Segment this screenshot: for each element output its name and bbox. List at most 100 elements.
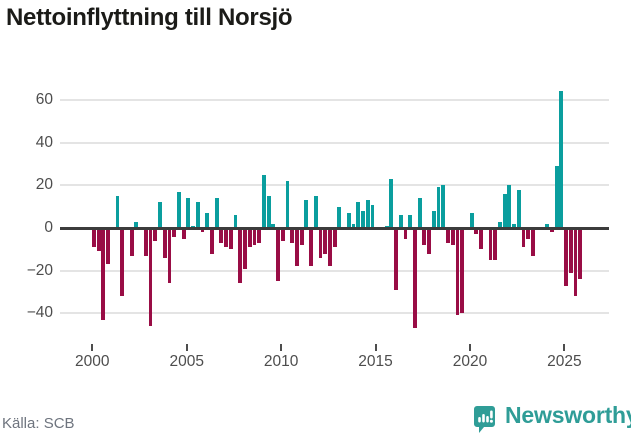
y-tick-label: 0 xyxy=(44,219,53,236)
bar-positive xyxy=(285,181,290,228)
bar-negative xyxy=(120,228,125,297)
bar-negative xyxy=(564,228,568,286)
bar-positive xyxy=(545,223,550,228)
bar-negative xyxy=(238,228,243,284)
bar-positive xyxy=(351,223,356,228)
plot-area: 60 40 20 0 −20 −40 2000 2005 2010 2015 2020 2025 xyxy=(26,90,609,370)
x-axis-tick xyxy=(374,344,377,351)
bar-positive xyxy=(559,91,564,228)
y-tick-label: 20 xyxy=(35,176,53,194)
x-axis-tick xyxy=(185,344,188,351)
bar-negative xyxy=(446,228,450,243)
y-tick-label: −20 xyxy=(26,261,53,279)
bar-negative xyxy=(228,228,233,250)
bar-negative xyxy=(578,228,583,280)
x-axis-tick xyxy=(468,344,471,351)
bar-positive xyxy=(356,202,361,228)
bar-negative xyxy=(427,228,432,254)
bar-negative xyxy=(162,228,167,258)
gridline xyxy=(60,312,609,315)
gridline xyxy=(60,141,609,144)
bar-positive xyxy=(361,210,365,228)
bar-positive xyxy=(271,223,276,228)
gridline xyxy=(60,184,609,187)
bar-positive xyxy=(507,185,512,228)
y-tick-label: 40 xyxy=(35,133,53,151)
bar-negative xyxy=(531,228,535,256)
newsworthy-wordmark: Newsworthy xyxy=(505,402,631,428)
chart-title: Nettoinflyttning till Norsjö xyxy=(6,4,293,31)
bar-positive xyxy=(176,191,181,228)
bar-positive xyxy=(554,166,559,228)
x-axis-tick xyxy=(563,344,566,351)
bar-negative xyxy=(332,228,337,248)
y-tick-label: 60 xyxy=(35,90,53,108)
bar-negative xyxy=(323,228,328,254)
bar-negative xyxy=(219,228,224,243)
gridline xyxy=(60,98,609,101)
bar-positive xyxy=(195,202,200,228)
bar-positive xyxy=(186,198,191,228)
y-tick-label: −40 xyxy=(26,304,53,322)
bar-positive xyxy=(313,195,318,228)
bar-negative xyxy=(568,228,573,273)
bar-positive xyxy=(417,198,422,228)
bar-negative xyxy=(252,228,257,246)
bar-positive xyxy=(512,223,516,228)
bar-negative xyxy=(488,228,493,260)
bar-positive xyxy=(398,215,403,228)
bar-negative xyxy=(413,228,417,329)
bar-negative xyxy=(200,228,205,233)
bar-negative xyxy=(455,228,460,316)
x-tick-label: 2020 xyxy=(452,353,488,370)
bar-positive xyxy=(214,198,219,228)
newsworthy-bar-chart-bubble-icon xyxy=(474,406,495,433)
x-tick-label: 2005 xyxy=(169,353,204,370)
bar-negative xyxy=(92,228,96,248)
bar-positive xyxy=(389,178,394,228)
bar-negative xyxy=(257,228,262,243)
bar-positive xyxy=(498,221,502,228)
bar-negative xyxy=(318,228,323,258)
bar-negative xyxy=(148,228,153,327)
bar-negative xyxy=(295,228,299,267)
bar-negative xyxy=(394,228,398,290)
bar-negative xyxy=(573,228,578,297)
bar-positive xyxy=(469,213,474,228)
bar-positive xyxy=(431,210,436,228)
bar-negative xyxy=(96,228,101,252)
bar-negative xyxy=(224,228,229,248)
bar-negative xyxy=(493,228,498,260)
bar-positive xyxy=(337,206,342,228)
x-axis-tick xyxy=(280,344,283,351)
bar-positive xyxy=(502,193,507,228)
bar-positive xyxy=(370,204,375,228)
bar-negative xyxy=(101,228,106,320)
bar-negative xyxy=(450,228,455,246)
bar-positive xyxy=(134,221,139,228)
bar-positive xyxy=(158,202,162,228)
x-axis-tick xyxy=(91,344,94,351)
bar-negative xyxy=(526,228,531,239)
bar-negative xyxy=(328,228,332,267)
bar-positive xyxy=(365,200,370,228)
bar-positive xyxy=(436,187,441,228)
bar-negative xyxy=(479,228,483,250)
x-tick-label: 2015 xyxy=(358,353,393,370)
bar-negative xyxy=(143,228,148,256)
bar-negative xyxy=(460,228,465,314)
zero-axis-line xyxy=(60,226,609,230)
bar-positive xyxy=(516,189,521,228)
bar-negative xyxy=(181,228,186,239)
gridline xyxy=(60,269,609,272)
bar-negative xyxy=(167,228,172,284)
bar-negative xyxy=(172,228,177,237)
bar-negative xyxy=(549,228,554,233)
bar-positive xyxy=(266,195,271,228)
bar-positive xyxy=(346,213,351,228)
bar-negative xyxy=(403,228,408,239)
bar-negative xyxy=(422,228,427,246)
bar-positive xyxy=(261,174,266,228)
bar-negative xyxy=(247,228,252,248)
